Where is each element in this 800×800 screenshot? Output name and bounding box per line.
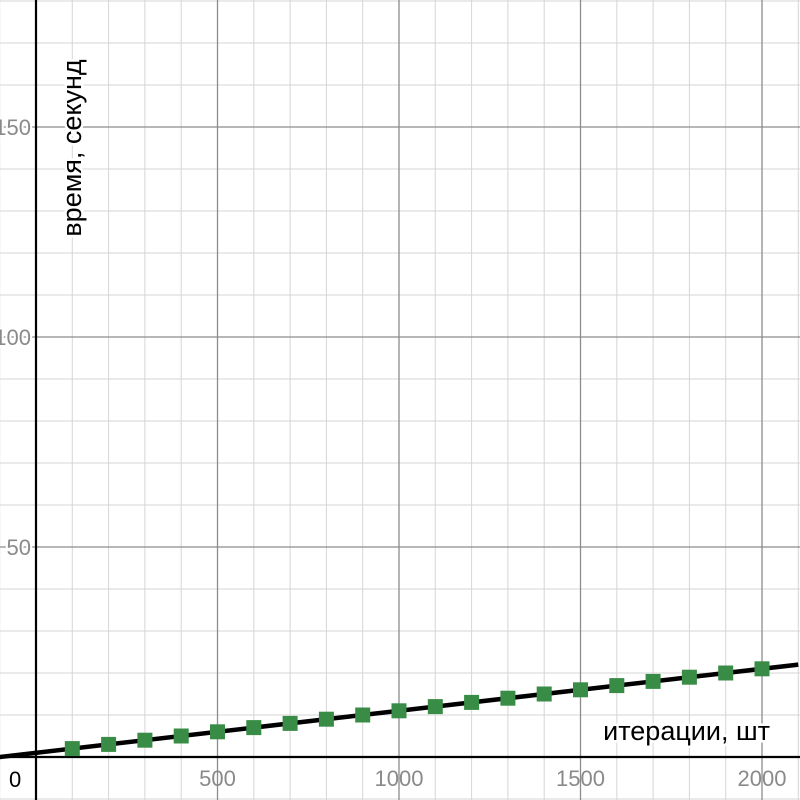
data-point bbox=[137, 732, 153, 748]
data-point bbox=[101, 736, 117, 752]
data-point bbox=[282, 715, 298, 731]
y-tick-label: 150 bbox=[0, 115, 31, 140]
data-point bbox=[64, 741, 80, 757]
y-tick-labels: 50 100 150 bbox=[0, 113, 33, 562]
data-point bbox=[500, 690, 516, 706]
data-point bbox=[536, 686, 552, 702]
data-point bbox=[318, 711, 334, 727]
x-tick-label: 1000 bbox=[375, 766, 424, 791]
data-point bbox=[246, 720, 262, 736]
x-tick-label: 1500 bbox=[556, 766, 605, 791]
origin-label: 0 bbox=[9, 767, 21, 792]
y-tick-label: 100 bbox=[0, 325, 31, 350]
data-point bbox=[681, 669, 697, 685]
x-tick-label: 2000 bbox=[738, 766, 787, 791]
data-point bbox=[355, 707, 371, 723]
x-axis-title: итерации, шт bbox=[603, 716, 770, 746]
data-point bbox=[464, 694, 480, 710]
data-points bbox=[64, 661, 770, 757]
y-axis-title: время, секунд bbox=[57, 59, 87, 237]
data-point bbox=[173, 728, 189, 744]
data-point bbox=[645, 673, 661, 689]
data-point bbox=[609, 678, 625, 694]
data-point bbox=[427, 699, 443, 715]
data-point bbox=[754, 661, 770, 677]
data-point bbox=[391, 703, 407, 719]
x-tick-labels: 500 1000 1500 2000 bbox=[199, 766, 786, 791]
y-tick-label: 50 bbox=[7, 535, 31, 560]
data-point bbox=[573, 682, 588, 698]
x-tick-label: 500 bbox=[199, 766, 236, 791]
data-point bbox=[718, 665, 734, 681]
data-point bbox=[210, 724, 225, 740]
